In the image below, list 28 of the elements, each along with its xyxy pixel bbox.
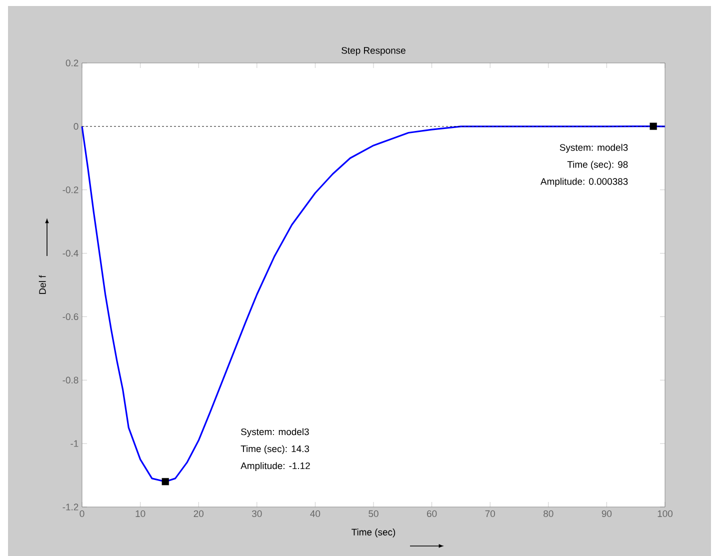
annotation: System: model3 <box>560 144 628 153</box>
y-tick-label: -1.2 <box>62 504 78 510</box>
x-axis-title: Time (sec) <box>352 528 396 538</box>
y-tick-label: 0 <box>74 123 78 130</box>
y-tick-label: -1 <box>70 440 78 447</box>
annotation: System: model3 <box>241 428 309 438</box>
y-tick-label: -0.2 <box>62 186 78 194</box>
x-tick-label: 90 <box>602 510 612 518</box>
x-tick-label: 80 <box>544 510 554 518</box>
chart-title: Step Response <box>342 47 406 56</box>
annotation: Amplitude: 0.000383 <box>540 178 628 187</box>
x-tick-label: 30 <box>252 510 262 518</box>
x-tick-label: 60 <box>427 510 437 518</box>
x-tick-label: 50 <box>368 510 378 518</box>
x-tick-label: 10 <box>136 510 146 518</box>
x-tick-label: 70 <box>485 510 495 518</box>
y-tick-label: -0.4 <box>62 250 78 257</box>
y-tick-label: 0.2 <box>66 60 78 66</box>
y-axis-title: Del f <box>38 275 46 294</box>
x-tick-label: 40 <box>310 510 320 518</box>
y-tick-label: -0.8 <box>62 376 78 384</box>
annotation: Amplitude: -1.12 <box>240 462 310 472</box>
y-tick-label: -0.6 <box>62 313 78 320</box>
annotation: Time (sec): 98 <box>567 160 628 170</box>
x-tick-label: 0 <box>80 510 84 518</box>
x-tick-label: 20 <box>194 510 204 518</box>
x-tick-label: 100 <box>658 510 673 518</box>
annotation: Time (sec): 14.3 <box>240 445 310 454</box>
